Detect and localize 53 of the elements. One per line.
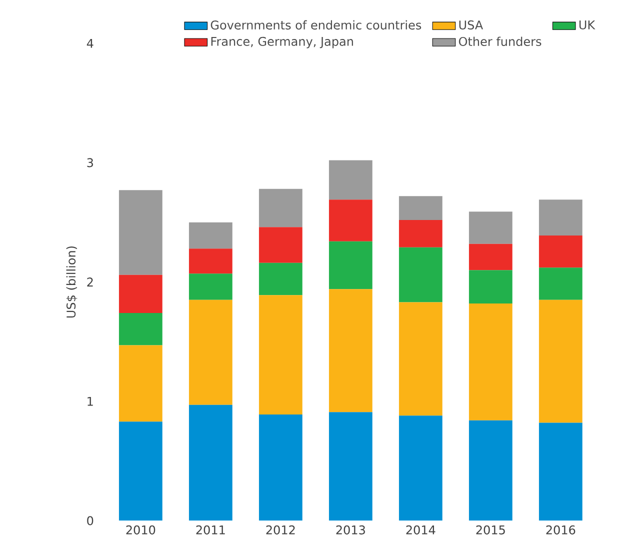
y-tick-label: 1: [88, 396, 93, 406]
bar: [118, 345, 162, 422]
bar: [118, 422, 162, 521]
legend-label: USA: [459, 20, 484, 30]
bar: [538, 300, 582, 423]
bar: [468, 212, 512, 244]
legend-label: Other funders: [458, 36, 542, 46]
bar: [188, 300, 232, 405]
x-tick-label: 2013: [336, 525, 365, 534]
bar: [538, 200, 582, 236]
bar: [468, 303, 512, 420]
y-tick-label: 0: [87, 516, 94, 526]
bar: [328, 241, 372, 290]
legend-label: Governments of endemic countries: [210, 20, 422, 30]
bar: [328, 412, 372, 521]
bar: [538, 422, 582, 521]
bar: [258, 188, 302, 228]
bar: [468, 420, 512, 521]
bar: [188, 222, 232, 249]
bar: [468, 270, 512, 304]
bar: [258, 227, 302, 263]
x-tick-label: 2014: [406, 525, 436, 534]
bar: [118, 190, 162, 275]
bar: [258, 262, 302, 296]
bar: [468, 244, 512, 270]
bar: [538, 268, 582, 300]
bar: [258, 295, 302, 414]
x-tick-label: 2015: [476, 525, 505, 534]
bar: [538, 235, 582, 268]
bar: [328, 160, 372, 200]
y-tick-label: 2: [87, 278, 93, 286]
y-axis-title: US$ (billion): [66, 246, 78, 318]
y-tick-label: 3: [87, 158, 93, 168]
bar: [398, 247, 442, 302]
bar: [188, 404, 232, 521]
x-tick-label: 2012: [266, 525, 295, 534]
bar: [188, 274, 232, 300]
bar: [328, 200, 372, 242]
bar: [188, 248, 232, 274]
bar: [258, 414, 302, 521]
x-tick-label: 2010: [126, 525, 156, 534]
bar: [328, 289, 372, 412]
legend-label: UK: [579, 20, 596, 30]
bar: [118, 313, 162, 346]
bar: [398, 196, 442, 220]
legend-label: France, Germany, Japan: [211, 36, 353, 48]
bar: [398, 302, 442, 416]
bar: [118, 274, 162, 314]
y-tick-label: 4: [86, 38, 94, 48]
bar: [398, 220, 442, 248]
x-tick-label: 2011: [196, 525, 225, 534]
x-tick-label: 2016: [546, 525, 576, 534]
bar: [398, 416, 442, 521]
